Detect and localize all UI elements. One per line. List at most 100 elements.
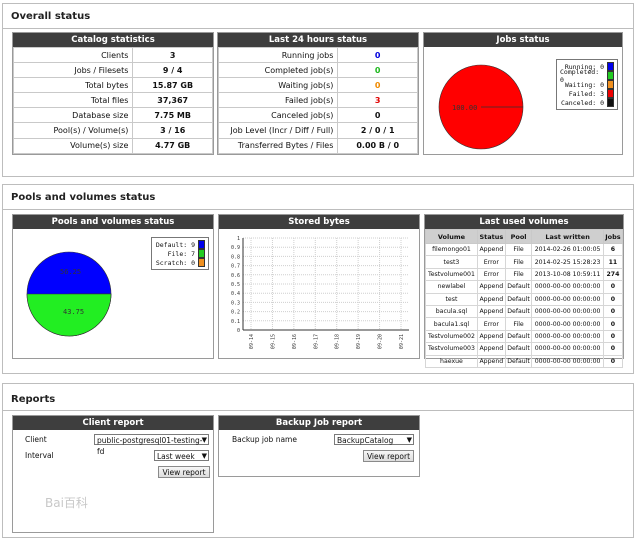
jobs-cell: 0 bbox=[602, 329, 624, 344]
volume-cell: Testvolume001 bbox=[425, 267, 478, 282]
table-row: filemongo01 Append File 2014-02-26 01:00:05… bbox=[425, 242, 624, 257]
volume-cell: test3 bbox=[425, 255, 478, 269]
legend-label: Default: 9 bbox=[155, 240, 195, 249]
x-tick-label: 09-14 bbox=[249, 334, 255, 349]
jobs-cell: 6 bbox=[602, 242, 624, 257]
y-tick-label: 0.6 bbox=[231, 273, 240, 279]
legend-swatch bbox=[607, 62, 614, 71]
client-report-panel: Client report Client public-postgresql01… bbox=[12, 415, 214, 533]
status-cell: Error bbox=[476, 267, 506, 282]
stat-label: Waiting job(s) bbox=[217, 77, 339, 94]
table-row: Jobs / Filesets 9 / 4 bbox=[12, 62, 213, 79]
table-row: Clients 3 bbox=[12, 46, 213, 64]
backup-job-select-value: BackupCatalog bbox=[337, 436, 394, 445]
status-cell: Append bbox=[476, 242, 506, 257]
pool-cell: Default bbox=[504, 280, 533, 294]
interval-select-value: Last week bbox=[157, 452, 195, 461]
pool-cell: File bbox=[504, 255, 533, 269]
reports-section: Reports Client report Client public-post… bbox=[2, 383, 634, 538]
volume-cell: bacula.sql bbox=[425, 304, 478, 319]
volume-cell: Testvolume002 bbox=[425, 329, 478, 344]
jobs-cell: 0 bbox=[602, 292, 624, 306]
last-written-cell: 0000-00-00 00:00:00 bbox=[531, 292, 604, 306]
stat-value: 37,367 bbox=[132, 92, 213, 109]
pools-volumes-section: Pools and volumes status Pools and volum… bbox=[2, 184, 634, 374]
y-tick-label: 0.3 bbox=[231, 300, 240, 306]
stat-value: 3 bbox=[337, 92, 418, 109]
chevron-down-icon: ▼ bbox=[201, 452, 207, 460]
stat-value: 7.75 MB bbox=[132, 107, 213, 124]
stat-label: Canceled job(s) bbox=[217, 107, 339, 124]
status-cell: Append bbox=[476, 354, 506, 368]
legend-item: File: 7 bbox=[155, 249, 205, 258]
volume-cell: bacula1.sql bbox=[425, 317, 478, 331]
last-24h-panel: Last 24 hours status Running jobs 0 Compl… bbox=[217, 32, 419, 155]
stat-value: 9 / 4 bbox=[132, 62, 213, 79]
y-tick-label: 0.5 bbox=[231, 282, 240, 288]
last-written-cell: 0000-00-00 00:00:00 bbox=[531, 317, 604, 331]
legend-swatch bbox=[607, 98, 614, 107]
y-tick-label: 0.9 bbox=[231, 245, 240, 251]
y-tick-label: 1 bbox=[237, 236, 240, 242]
column-header: Jobs bbox=[602, 229, 624, 244]
catalog-statistics-table: Clients 3 Jobs / Filesets 9 / 4 Total byte… bbox=[12, 46, 213, 154]
client-select[interactable]: public-postgresql01-testing-fd ▼ bbox=[94, 434, 209, 456]
stat-label: Job Level (Incr / Diff / Full) bbox=[217, 122, 339, 139]
client-view-report-button[interactable]: View report bbox=[158, 466, 210, 478]
jobs-cell: 0 bbox=[602, 280, 624, 294]
pools-pie-panel: Pools and volumes status 56.25 43.75 Def… bbox=[12, 214, 214, 359]
status-cell: Error bbox=[476, 317, 506, 331]
legend-label: Failed: 3 bbox=[568, 89, 604, 98]
jobs-cell: 0 bbox=[602, 304, 624, 319]
stat-value: 15.87 GB bbox=[132, 77, 213, 94]
legend-label: Waiting: 0 bbox=[564, 80, 604, 89]
last-written-cell: 2014-02-25 15:28:23 bbox=[531, 255, 604, 269]
interval-select[interactable]: Last week ▼ bbox=[154, 450, 209, 461]
stat-value: 2 / 0 / 1 bbox=[337, 122, 418, 139]
stat-value: 0 bbox=[337, 62, 418, 79]
stat-label: Total bytes bbox=[12, 77, 134, 94]
client-label: Client bbox=[25, 435, 47, 444]
table-row: Volume(s) size 4.77 GB bbox=[12, 137, 213, 154]
table-row: Database size 7.75 MB bbox=[12, 107, 213, 124]
client-select-value: public-postgresql01-testing-fd bbox=[97, 436, 203, 456]
last-written-cell: 0000-00-00 00:00:00 bbox=[531, 354, 604, 368]
y-tick-label: 0.1 bbox=[231, 319, 240, 325]
table-row: newlabel Append Default 0000-00-00 00:00:00… bbox=[425, 280, 624, 294]
volume-cell: haexue bbox=[425, 354, 478, 368]
jobs-cell: 11 bbox=[602, 255, 624, 269]
volume-cell: Testvolume003 bbox=[425, 342, 478, 356]
stat-label: Volume(s) size bbox=[12, 137, 134, 154]
stat-value: 0 bbox=[337, 107, 418, 124]
pie-slice-label: 56.25 bbox=[60, 268, 81, 276]
x-tick-label: 09-16 bbox=[292, 334, 298, 349]
table-row: Waiting job(s) 0 bbox=[217, 77, 418, 94]
jobs-cell: 0 bbox=[602, 317, 624, 331]
stat-value: 3 / 16 bbox=[132, 122, 213, 139]
stat-value: 0.00 B / 0 bbox=[337, 137, 418, 154]
pools-pie-header: Pools and volumes status bbox=[13, 215, 213, 229]
jobs-cell: 274 bbox=[602, 267, 624, 282]
stat-label: Database size bbox=[12, 107, 134, 124]
pie-slice-label: 43.75 bbox=[63, 308, 84, 316]
legend-swatch bbox=[607, 80, 614, 89]
last-used-volumes-table: Volume Status Pool Last written Jobs fil… bbox=[425, 229, 624, 368]
backup-view-report-button[interactable]: View report bbox=[363, 450, 414, 462]
pool-cell: Default bbox=[504, 342, 533, 356]
column-header: Last written bbox=[531, 229, 604, 244]
stat-label: Completed job(s) bbox=[217, 62, 339, 79]
pool-cell: Default bbox=[504, 292, 533, 306]
pool-cell: File bbox=[504, 242, 533, 257]
last-written-cell: 2014-02-26 01:00:05 bbox=[531, 242, 604, 257]
x-tick-label: 09-21 bbox=[399, 334, 405, 349]
stat-label: Total files bbox=[12, 92, 134, 109]
backup-job-select[interactable]: BackupCatalog ▼ bbox=[334, 434, 414, 445]
status-cell: Append bbox=[476, 280, 506, 294]
watermark-logo: Bai百科 bbox=[45, 496, 88, 510]
table-row: Job Level (Incr / Diff / Full) 2 / 0 / 1 bbox=[217, 122, 418, 139]
backup-job-report-header: Backup Job report bbox=[219, 416, 419, 430]
jobs-status-header: Jobs status bbox=[424, 33, 622, 47]
y-tick-label: 0 bbox=[237, 328, 240, 334]
legend-label: Completed: 0 bbox=[560, 67, 600, 84]
legend-label: Scratch: 0 bbox=[155, 258, 195, 267]
